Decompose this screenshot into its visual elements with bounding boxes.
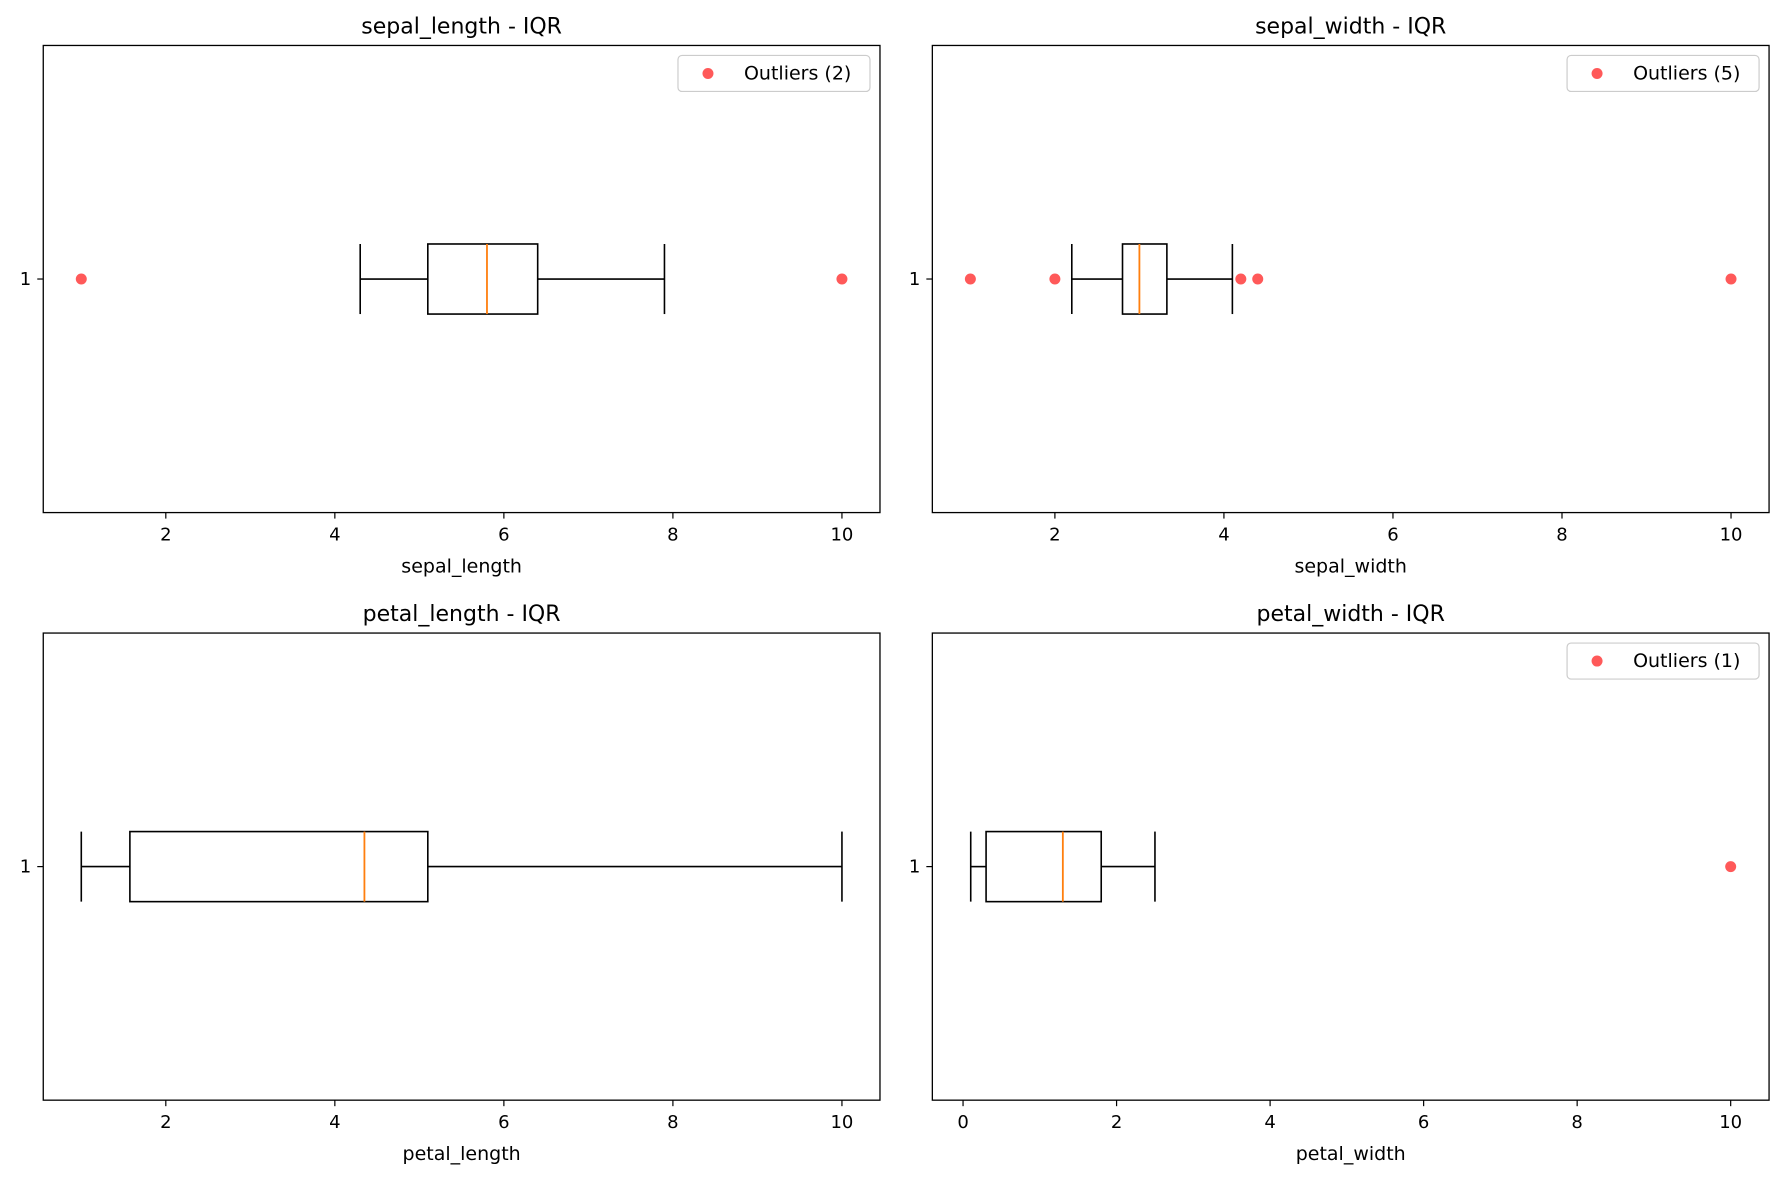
subplot-title: petal_width - IQR	[1257, 602, 1445, 627]
subplot-3: petal_length - IQR 2 4 6 8 10 petal_length 1	[20, 602, 881, 1165]
legend-frame	[1566, 54, 1760, 93]
legend: Outliers (1)	[1566, 642, 1760, 680]
y-tick-label: 1	[909, 269, 920, 290]
legend-label: Outliers (2)	[744, 62, 851, 84]
x-tick-label: 2	[1111, 1112, 1122, 1133]
legend-marker	[1591, 67, 1603, 79]
iqr-box	[129, 830, 429, 903]
x-axis-label: petal_length	[403, 1143, 521, 1165]
outlier-point	[836, 273, 848, 285]
plot-frame	[42, 632, 881, 1101]
legend-marker	[702, 67, 714, 79]
legend-marker	[1591, 655, 1603, 667]
x-tick-label: 8	[667, 1112, 678, 1133]
x-tick-label: 4	[1218, 525, 1229, 546]
y-tick-label: 1	[20, 269, 31, 290]
x-tick-label: 10	[1719, 1112, 1742, 1133]
plot-frame	[931, 632, 1770, 1101]
x-tick-label: 8	[667, 525, 678, 546]
iqr-box	[427, 243, 539, 315]
legend: Outliers (5)	[1566, 54, 1760, 93]
x-tick-label: 0	[957, 1112, 968, 1133]
iqr-box	[985, 830, 1103, 903]
x-tick-label: 4	[329, 525, 340, 546]
x-tick-label: 6	[498, 1112, 509, 1133]
x-tick-label: 10	[830, 525, 853, 546]
plot-frame	[42, 44, 881, 514]
outlier-point	[75, 273, 87, 285]
legend-label: Outliers (1)	[1633, 650, 1740, 672]
x-tick-label: 6	[1387, 525, 1398, 546]
x-tick-label: 8	[1556, 525, 1567, 546]
x-axis-label: sepal_length	[401, 556, 522, 578]
y-tick-label: 1	[20, 857, 31, 878]
subplot-1: sepal_length - IQR 2 4 6 8 10 sepal_length 1 Out…	[20, 14, 881, 578]
x-tick-label: 2	[160, 1112, 171, 1133]
legend-frame	[677, 54, 871, 93]
x-tick-label: 10	[830, 1112, 853, 1133]
x-tick-label: 10	[1720, 525, 1743, 546]
subplot-title: sepal_length - IQR	[361, 14, 562, 39]
subplot-title: petal_length - IQR	[363, 602, 561, 627]
outlier-point	[1252, 273, 1264, 285]
x-tick-label: 6	[1418, 1112, 1429, 1133]
x-tick-label: 4	[1264, 1112, 1275, 1133]
outlier-point	[1725, 861, 1737, 873]
legend: Outliers (2)	[677, 54, 871, 93]
outlier-point	[1725, 273, 1737, 285]
outlier-point	[1235, 273, 1247, 285]
y-tick-label: 1	[909, 857, 920, 878]
x-tick-label: 4	[329, 1112, 340, 1133]
iqr-box	[1121, 243, 1168, 315]
x-tick-label: 2	[160, 525, 171, 546]
x-tick-label: 8	[1571, 1112, 1582, 1133]
x-tick-label: 2	[1049, 525, 1060, 546]
legend-frame	[1566, 642, 1760, 680]
outlier-point	[964, 273, 976, 285]
subplot-4: petal_width - IQR 0 2 4 6 8 10 petal_width 1 Outl…	[909, 602, 1770, 1165]
legend-label: Outliers (5)	[1633, 62, 1740, 84]
x-axis-label: petal_width	[1296, 1143, 1406, 1165]
x-axis-label: sepal_width	[1294, 556, 1406, 578]
subplot-title: sepal_width - IQR	[1255, 14, 1446, 39]
outlier-point	[1049, 273, 1061, 285]
subplot-2: sepal_width - IQR 2 4 6 8 10 sepal_width 1 Outli…	[909, 14, 1770, 578]
plot-frame	[931, 44, 1770, 514]
x-tick-label: 6	[498, 525, 509, 546]
